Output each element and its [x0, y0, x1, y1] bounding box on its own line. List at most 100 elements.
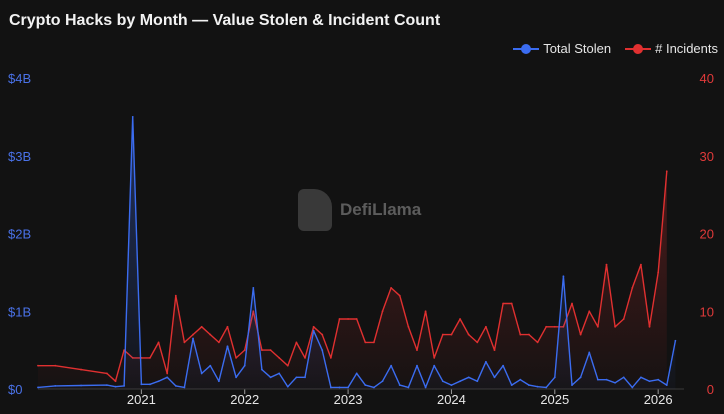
legend-label-stolen: Total Stolen: [543, 41, 612, 56]
incidents-series-point: [37, 364, 39, 367]
stolen-series-point: [459, 380, 461, 383]
incidents-series-point: [407, 325, 410, 328]
x-tick-label: 2025: [540, 392, 569, 407]
y-left-tick-label: $3B: [8, 149, 31, 164]
y-left-tick-label: $1B: [8, 304, 31, 319]
stolen-series-point: [149, 383, 151, 386]
stolen-series-point: [80, 384, 82, 387]
stolen-series-point: [140, 383, 143, 386]
incidents-series-point: [648, 325, 651, 328]
stolen-series-point: [114, 385, 117, 388]
stolen-series-point: [648, 380, 651, 383]
incidents-series-point: [596, 325, 599, 328]
incidents-series-point: [295, 341, 298, 344]
incidents-series-point: [243, 349, 246, 352]
y-right-tick-label: 30: [700, 149, 714, 164]
x-tick-label: 2023: [334, 392, 363, 407]
stolen-series-point: [243, 364, 246, 367]
incidents-series-point: [355, 318, 358, 320]
stolen-series-point: [588, 351, 591, 354]
incidents-series-point: [467, 333, 470, 336]
stolen-series-point: [502, 364, 505, 367]
stolen-series-point: [381, 380, 384, 383]
incidents-series-point: [329, 357, 332, 359]
incidents-series-point: [381, 310, 384, 313]
stolen-series-point: [596, 378, 599, 381]
stolen-series-point: [312, 329, 315, 332]
incidents-series-point: [588, 310, 591, 313]
y-right-tick-label: 20: [700, 227, 714, 242]
incidents-series-point: [459, 318, 461, 320]
stolen-series-point: [131, 115, 134, 118]
chart-title: Crypto Hacks by Month — Value Stolen & I…: [9, 12, 441, 29]
stolen-series-point: [106, 384, 108, 387]
incidents-series-point: [484, 325, 487, 328]
stolen-series-point: [123, 384, 126, 387]
stolen-series-point: [605, 378, 608, 381]
incidents-series-point: [286, 364, 289, 367]
stolen-series-point: [467, 376, 470, 379]
stolen-series-point: [640, 376, 642, 379]
legend-item-incidents[interactable]: # Incidents: [625, 41, 718, 56]
incidents-series-point: [269, 349, 272, 352]
incidents-series-point: [416, 349, 418, 352]
incidents-series-point: [364, 341, 367, 344]
incidents-series-point: [373, 341, 375, 344]
x-tick-label: 2024: [437, 392, 466, 407]
incidents-series-point: [114, 380, 117, 383]
stolen-series-point: [528, 384, 530, 387]
incidents-series-point: [166, 372, 169, 375]
stolen-series-point: [235, 376, 238, 379]
stolen-series-point: [174, 384, 177, 387]
stolen-series-point: [519, 378, 522, 381]
incidents-series-point: [347, 318, 349, 320]
stolen-series-point: [261, 368, 263, 371]
stolen-series-point: [338, 386, 341, 389]
y-left-tick-label: $2B: [8, 227, 31, 242]
watermark: DefiLlama: [298, 189, 421, 231]
watermark-text: DefiLlama: [340, 200, 422, 219]
stolen-series-point: [390, 364, 393, 367]
incidents-series-point: [510, 302, 513, 305]
incidents-series-point: [605, 263, 608, 266]
incidents-series-point: [80, 368, 82, 371]
legend-item-stolen[interactable]: Total Stolen: [513, 41, 611, 56]
stolen-series-point: [441, 380, 444, 383]
stolen-series-point: [476, 380, 479, 383]
incidents-series-point: [424, 310, 427, 313]
incidents-series-point: [502, 302, 505, 305]
x-tick-label: 2021: [127, 392, 156, 407]
y-right-tick-label: 10: [700, 304, 714, 319]
stolen-series-point: [674, 339, 677, 342]
stolen-series-point: [209, 364, 212, 367]
incidents-series-point: [433, 357, 436, 359]
incidents-series-point: [312, 325, 315, 328]
stolen-series-point: [200, 372, 203, 375]
stolen-series-point: [398, 384, 401, 387]
stolen-series-point: [54, 384, 57, 387]
y-right-tick-label: 40: [700, 71, 714, 86]
stolen-series-line: [37, 116, 677, 389]
incidents-series-point: [631, 287, 634, 289]
incidents-series-point: [261, 349, 263, 352]
incidents-series-point: [476, 341, 479, 344]
incidents-series-point: [536, 341, 539, 344]
stolen-series-point: [329, 386, 332, 389]
incidents-series-point: [640, 263, 642, 266]
stolen-series-point: [373, 386, 375, 389]
incidents-series-point: [54, 364, 57, 367]
incidents-series-point: [183, 341, 186, 344]
incidents-series-point: [571, 302, 573, 305]
stolen-series-point: [545, 386, 548, 389]
stolen-series-point: [295, 376, 298, 379]
incidents-series-point: [665, 170, 668, 173]
stolen-series-point: [226, 345, 229, 348]
legend-label-incidents: # Incidents: [655, 41, 718, 56]
stolen-series-point: [286, 385, 289, 388]
x-tick-label: 2026: [644, 392, 673, 407]
stolen-series-point: [510, 384, 513, 387]
y-left-tick-label: $4B: [8, 71, 31, 86]
incidents-series-point: [493, 349, 496, 352]
incidents-series-point: [235, 357, 238, 359]
y-right-tick-label: 0: [707, 382, 714, 397]
